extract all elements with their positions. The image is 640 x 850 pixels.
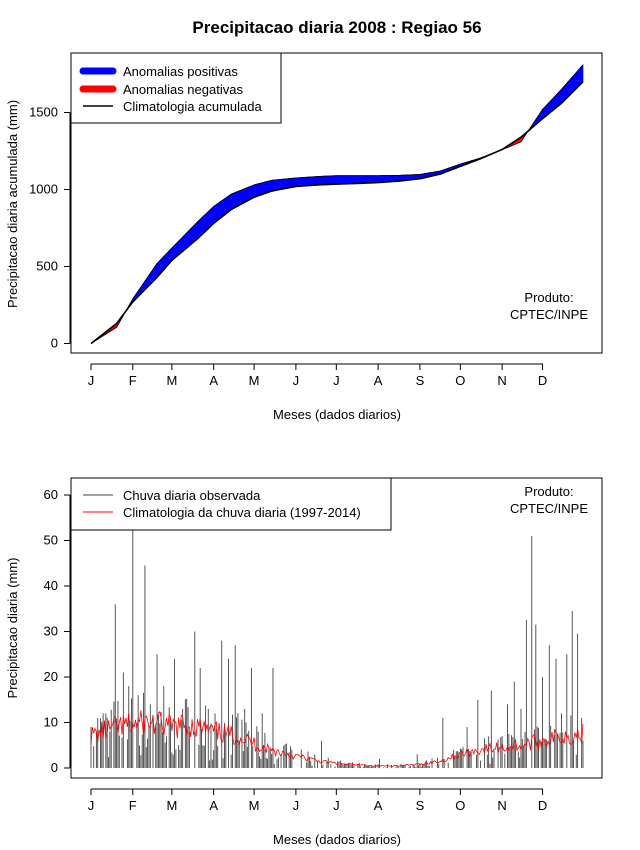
positive-anomaly-segment	[581, 63, 584, 84]
top-legend: Anomalias positivas Anomalias negativas …	[70, 52, 282, 124]
bottom-x-tick-label: A	[209, 798, 218, 813]
observed-cumulative-line	[90, 64, 584, 344]
credit-source-bottom: CPTEC/INPE	[510, 501, 588, 516]
top-x-tick-label: D	[538, 373, 547, 388]
bottom-plot-area	[90, 526, 584, 768]
bottom-y-tick-label: 20	[44, 669, 58, 684]
top-y-tick-label: 1000	[29, 182, 58, 197]
bottom-x-tick-label: J	[333, 798, 340, 813]
bottom-y-axis-label: Precipitacao diaria (mm)	[5, 558, 20, 699]
bottom-x-tick-label: A	[374, 798, 383, 813]
bottom-y-tick-label: 40	[44, 578, 58, 593]
bottom-y-tick-label: 60	[44, 487, 58, 502]
bottom-y-tick-label: 0	[51, 760, 58, 775]
bottom-x-axis-label: Meses (dados diarios)	[273, 832, 401, 847]
legend-label-climatology: Climatologia acumulada	[123, 99, 263, 114]
top-y-tick-label: 0	[51, 336, 58, 351]
bottom-legend: Chuva diaria observada Climatologia da c…	[70, 477, 392, 531]
top-y-tick-label: 500	[36, 259, 58, 274]
bottom-x-tick-label: S	[416, 798, 425, 813]
climatology-daily-line	[90, 710, 584, 767]
bottom-x-tick-label: N	[497, 798, 506, 813]
top-y-axis: 0 500 1000 1500	[29, 105, 71, 351]
top-x-tick-label: S	[416, 373, 425, 388]
top-x-tick-label: M	[166, 373, 177, 388]
top-x-tick-label: A	[209, 373, 218, 388]
top-plot-area	[90, 63, 584, 345]
bottom-x-tick-label: D	[538, 798, 547, 813]
top-y-tick-label: 1500	[29, 105, 58, 120]
bottom-y-axis: 0 10 20 30 40 50 60	[44, 487, 71, 775]
top-x-tick-label: F	[129, 373, 137, 388]
credit-source: CPTEC/INPE	[510, 307, 588, 322]
top-x-tick-label: M	[249, 373, 260, 388]
top-plot-frame	[70, 52, 603, 354]
chart-title: Precipitacao diaria 2008 : Regiao 56	[192, 18, 481, 37]
credit-label: Produto:	[524, 290, 573, 305]
legend-label-negative: Anomalias negativas	[123, 82, 243, 97]
legend-label-positive: Anomalias positivas	[123, 64, 238, 79]
bottom-x-tick-label: M	[249, 798, 260, 813]
bottom-y-tick-label: 50	[44, 533, 58, 548]
bottom-x-tick-label: F	[129, 798, 137, 813]
top-x-tick-label: A	[374, 373, 383, 388]
bottom-x-tick-label: J	[88, 798, 95, 813]
bottom-y-tick-label: 10	[44, 715, 58, 730]
top-x-tick-label: J	[333, 373, 340, 388]
top-x-tick-label: J	[88, 373, 95, 388]
legend-label-observed: Chuva diaria observada	[123, 488, 261, 503]
top-x-tick-label: J	[293, 373, 300, 388]
top-x-axis-label: Meses (dados diarios)	[273, 407, 401, 422]
top-x-tick-label: N	[497, 373, 506, 388]
legend-label-daily-climatology: Climatologia da chuva diaria (1997-2014)	[123, 505, 361, 520]
bottom-x-tick-label: M	[166, 798, 177, 813]
bottom-x-tick-label: O	[455, 798, 465, 813]
top-x-tick-label: O	[455, 373, 465, 388]
top-y-axis-label: Precipitacao diaria acumulada (mm)	[5, 100, 20, 308]
bottom-y-tick-label: 30	[44, 624, 58, 639]
credit-label-bottom: Produto:	[524, 484, 573, 499]
bottom-x-tick-label: J	[293, 798, 300, 813]
